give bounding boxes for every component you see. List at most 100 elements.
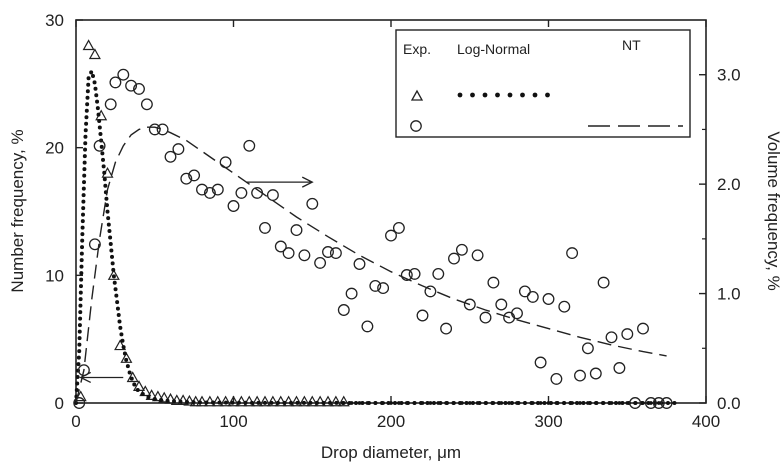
legend-header-lognormal: Log-Normal xyxy=(457,41,530,57)
exp-volume-circle-point xyxy=(109,76,122,89)
x-tick-label: 100 xyxy=(219,412,247,431)
series-lognormal-tail-dot xyxy=(460,401,464,405)
exp-volume-circle-point xyxy=(448,252,460,265)
legend-circle-marker xyxy=(410,120,422,132)
series-lognormal-tail-dot xyxy=(507,401,511,405)
exp-number-triangle-point xyxy=(139,385,152,397)
exp-volume-circle-point xyxy=(534,356,547,369)
series-lognormal-tail-dot xyxy=(436,401,441,405)
exp-volume-circle-point xyxy=(416,309,429,322)
series-lognormal-tail-dot xyxy=(633,401,637,405)
exp-volume-circle-point xyxy=(511,307,523,320)
legend-dot xyxy=(545,92,550,98)
series-lognormal-tail-dot xyxy=(475,401,480,405)
exp-number-triangle-point xyxy=(158,391,171,403)
annotation-arrowhead xyxy=(301,176,314,188)
exp-volume-circle-point xyxy=(329,247,342,260)
series-lognormal-tail-dot xyxy=(341,401,346,405)
series-lognormal-tail-dot xyxy=(538,401,543,405)
exp-volume-circle-point xyxy=(400,269,413,281)
y-left-tick-label: 30 xyxy=(45,11,64,30)
exp-volume-circle-point xyxy=(424,285,437,298)
series-lognormal-tail-dot xyxy=(546,401,551,405)
exp-volume-circle-point xyxy=(432,267,445,280)
exp-volume-circle-point xyxy=(314,256,327,269)
exp-volume-circle-point xyxy=(369,279,382,292)
series-lognormal-tail-dot xyxy=(483,401,488,405)
exp-volume-circle-point xyxy=(353,258,366,270)
exp-number-triangle-point xyxy=(329,395,342,407)
exp-number-triangle-point xyxy=(219,395,232,407)
legend-dot xyxy=(470,92,475,98)
legend-dot xyxy=(495,92,500,98)
exp-volume-circle-point xyxy=(589,367,602,380)
series-lognormal-tail-dot xyxy=(578,401,582,405)
series-lognormal-tail-dot xyxy=(656,401,661,405)
y-right-tick-label: 0.0 xyxy=(717,394,741,413)
exp-number-triangle-point xyxy=(126,371,139,383)
series-lognormal-tail-dot xyxy=(412,401,417,405)
series-lognormal-tail-dot xyxy=(491,401,496,405)
series-lognormal-tail-dot xyxy=(649,401,653,405)
series-lognormal-dotted-line xyxy=(74,65,677,405)
exp-volume-circle-point xyxy=(385,229,397,242)
series-nt-dashed-line xyxy=(75,126,667,404)
series-lognormal-tail-dot xyxy=(593,401,598,405)
exp-volume-circle-point xyxy=(479,311,492,324)
exp-volume-circle-point xyxy=(88,238,101,251)
exp-volume-circle-point xyxy=(644,397,657,409)
exp-number-triangle-point xyxy=(298,395,311,407)
exp-number-triangle-point xyxy=(88,48,101,60)
exp-volume-circle-point xyxy=(227,200,240,212)
series-lognormal-tail-dot xyxy=(530,401,535,405)
exp-volume-circle-point xyxy=(526,290,539,303)
exp-number-triangle-point xyxy=(227,395,240,407)
series-lognormal-tail-dot xyxy=(428,401,433,405)
series-lognormal-tail-dot xyxy=(609,401,614,405)
y-left-tick-label: 20 xyxy=(45,139,64,158)
exp-volume-circle-point xyxy=(93,139,106,152)
y-right-tick-label: 1.0 xyxy=(717,285,741,304)
exp-volume-circle-point xyxy=(259,221,271,234)
exp-volume-circle-point xyxy=(542,293,555,305)
exp-volume-circle-point xyxy=(188,169,201,182)
exp-volume-circle-point xyxy=(172,143,185,156)
legend-header-nt: NT xyxy=(622,37,641,53)
legend-dotted-line xyxy=(457,92,550,98)
exp-volume-circle-point xyxy=(211,183,224,196)
y-right-tick-label: 2.0 xyxy=(717,175,741,194)
exp-volume-circle-point xyxy=(243,139,256,152)
exp-volume-circle-point xyxy=(164,150,177,163)
legend-triangle-marker xyxy=(410,89,424,101)
exp-volume-circle-point xyxy=(440,322,453,335)
legend-dot xyxy=(482,92,488,98)
exp-volume-circle-point xyxy=(73,397,86,409)
series-lognormal-tail-dot xyxy=(499,401,504,405)
exp-volume-circle-point xyxy=(274,240,287,253)
series-lognormal-tail-dot xyxy=(397,401,401,405)
exp-volume-circle-point xyxy=(337,304,350,316)
exp-volume-circle-point xyxy=(125,79,138,92)
exp-volume-circle-point xyxy=(322,246,334,258)
legend-dot xyxy=(520,92,525,98)
y-right-tick-label: 3.0 xyxy=(717,66,741,85)
exp-volume-circle-point xyxy=(392,221,405,234)
exp-number-triangle-point xyxy=(151,390,164,402)
series-lognormal-tail-dot xyxy=(452,401,456,405)
exp-volume-circle-point xyxy=(298,249,311,262)
legend-dot xyxy=(457,92,463,98)
exp-volume-circle-point xyxy=(487,276,500,289)
exp-number-triangle-point xyxy=(337,395,350,407)
series-lognormal-tail-dot xyxy=(570,401,574,405)
exp-volume-circle-point xyxy=(133,82,145,95)
exp-volume-circle-point xyxy=(408,267,421,280)
exp-volume-circle-point xyxy=(613,362,626,374)
exp-volume-circle-point xyxy=(629,397,642,409)
exp-volume-circle-point xyxy=(180,172,193,185)
series-lognormal-tail-dot xyxy=(381,401,385,405)
exp-volume-circle-point xyxy=(518,285,531,298)
exp-volume-circle-point xyxy=(266,189,279,202)
series-lognormal-tail-dot xyxy=(357,401,362,405)
y-axis-right-title: Volume frequency, % xyxy=(764,131,783,290)
exp-number-triangle-point xyxy=(290,395,303,407)
